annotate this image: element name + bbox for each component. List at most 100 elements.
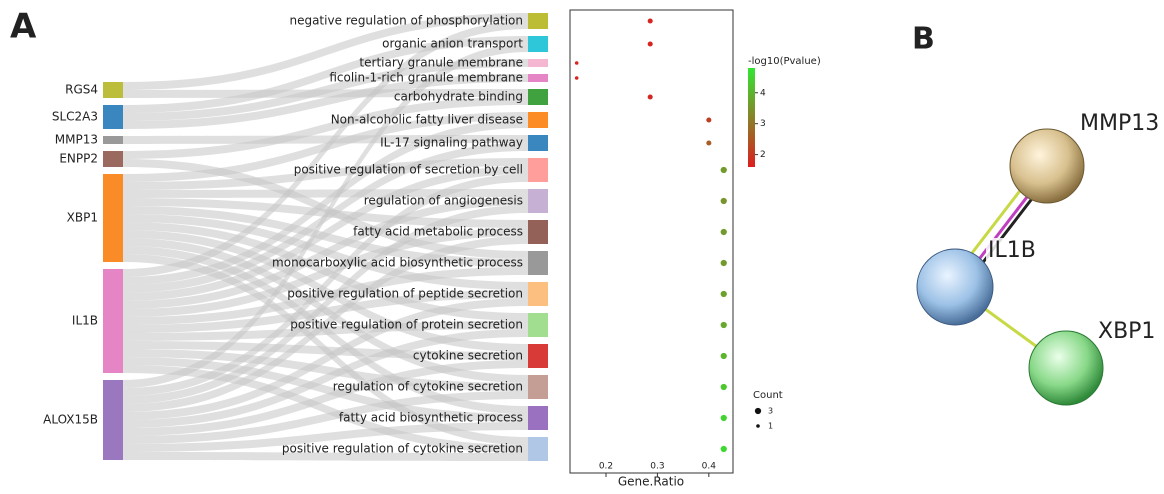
- x-tick-label: 0.4: [702, 462, 717, 472]
- term-label: ficolin-1-rich granule membrane: [329, 71, 523, 85]
- gene-label: RGS4: [65, 83, 98, 97]
- size-legend-dot: [756, 424, 760, 428]
- size-legend-label: 1: [768, 422, 773, 431]
- term-node: [528, 36, 548, 52]
- panel-label: A: [10, 7, 37, 47]
- dot: [720, 383, 727, 391]
- sankey-link: [123, 74, 528, 129]
- network-node: [1009, 128, 1085, 204]
- dot: [720, 166, 727, 174]
- sankey-link: [123, 13, 528, 90]
- dot: [720, 321, 727, 329]
- term-label: fatty acid metabolic process: [353, 225, 523, 239]
- network-node: [1028, 330, 1104, 406]
- plot-frame: [569, 9, 734, 474]
- sankey-link: [123, 236, 528, 412]
- sankey-link: [123, 206, 528, 267]
- gene-label: SLC2A3: [52, 110, 98, 124]
- sankey-link: [123, 267, 528, 325]
- sankey-link: [123, 112, 528, 182]
- node-label: MMP13: [1080, 111, 1159, 136]
- sankey-link: [123, 174, 528, 396]
- term-node: [528, 344, 548, 368]
- colorbar-tick-label: 3: [760, 119, 766, 129]
- x-tick-label: 0.3: [650, 462, 664, 472]
- x-axis-label: Gene.Ratio: [618, 475, 684, 489]
- x-tick-label: 0.2: [599, 462, 613, 472]
- sankey-link: [123, 365, 528, 453]
- term-node: [528, 251, 548, 275]
- sankey-link: [123, 246, 528, 414]
- sankey-link: [123, 189, 528, 198]
- gene-node: [103, 105, 123, 129]
- dot: [706, 140, 712, 146]
- gene-node: [103, 136, 123, 144]
- sankey-link: [123, 254, 528, 445]
- sankey-link: [123, 158, 528, 190]
- term-node: [528, 220, 548, 244]
- term-label: monocarboxylic acid biosynthetic process: [272, 256, 523, 270]
- term-node: [528, 158, 548, 182]
- dot: [647, 18, 653, 24]
- sankey-link: [123, 349, 528, 391]
- dot: [720, 228, 727, 236]
- gene-node: [103, 151, 123, 167]
- dot: [720, 290, 727, 298]
- sankey-link: [123, 298, 528, 420]
- sankey-link: [123, 360, 528, 436]
- sankey-link: [123, 120, 528, 285]
- gene-node: [103, 82, 123, 98]
- gene-label: MMP13: [55, 133, 98, 147]
- term-label: Non-alcoholic fatty liver disease: [331, 113, 523, 127]
- size-legend-dot: [754, 407, 762, 415]
- dot: [574, 76, 579, 80]
- gene-node: [103, 380, 123, 460]
- colorbar-title: -log10(Pvalue): [748, 56, 821, 67]
- sankey-link: [123, 391, 528, 444]
- term-node: [528, 112, 548, 128]
- dot: [706, 117, 712, 123]
- gene-label: IL1B: [72, 314, 98, 328]
- term-node: [528, 282, 548, 306]
- sankey-link: [123, 222, 528, 321]
- sankey-link: [123, 238, 528, 383]
- panel-label: B: [912, 22, 935, 57]
- term-label: regulation of cytokine secretion: [333, 380, 523, 394]
- gene-label: ALOX15B: [43, 413, 98, 427]
- term-label: positive regulation of protein secretion: [290, 318, 523, 332]
- colorbar-tick-label: 2: [760, 150, 766, 160]
- term-label: cytokine secretion: [413, 349, 523, 363]
- sankey-link: [123, 36, 528, 113]
- sankey-link: [123, 357, 528, 422]
- sankey-link: [123, 135, 528, 144]
- term-node: [528, 135, 548, 151]
- dot: [720, 414, 727, 422]
- sankey-link: [123, 329, 528, 428]
- term-node: [528, 313, 548, 337]
- term-node: [528, 437, 548, 461]
- sankey-link: [123, 230, 528, 352]
- term-node: [528, 189, 548, 213]
- term-node: [528, 13, 548, 29]
- term-label: positive regulation of cytokine secretio…: [282, 442, 523, 456]
- sankey-link: [123, 452, 528, 461]
- dot: [574, 61, 579, 65]
- term-node: [528, 59, 548, 67]
- dot: [720, 259, 727, 267]
- sankey-links: [123, 13, 528, 461]
- term-label: carbohydrate binding: [394, 90, 523, 104]
- sankey-link: [123, 97, 528, 159]
- sankey-link: [123, 422, 528, 452]
- term-label: IL-17 signaling pathway: [380, 136, 523, 150]
- sankey-link: [123, 143, 528, 293]
- term-node: [528, 375, 548, 399]
- term-label: regulation of angiogenesis: [364, 194, 523, 208]
- dot: [720, 197, 727, 205]
- network-node: [916, 248, 994, 326]
- dot: [720, 445, 727, 453]
- size-legend-title: Count: [753, 390, 783, 401]
- sankey-link: [123, 89, 528, 98]
- sankey-link: [123, 159, 528, 259]
- size-legend-label: 3: [768, 407, 773, 416]
